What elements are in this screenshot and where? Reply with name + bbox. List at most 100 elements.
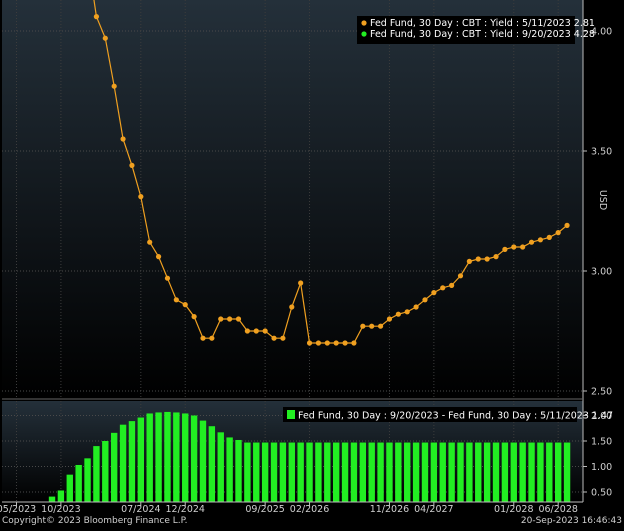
diff-bar	[279, 442, 287, 502]
series-0-point	[475, 256, 481, 262]
diff-bar	[128, 421, 136, 502]
series-0-point	[209, 335, 215, 341]
legend-label-0: Fed Fund, 30 Day : CBT : Yield : 5/11/20…	[370, 18, 595, 29]
diff-bar	[368, 442, 375, 502]
diff-bar	[483, 442, 491, 502]
series-0-point	[155, 254, 162, 260]
diff-bar	[457, 442, 464, 502]
xtick-label: 06/2028	[538, 504, 577, 515]
series-0-point	[555, 230, 561, 236]
diff-bar	[217, 432, 224, 502]
series-0-point	[182, 302, 188, 308]
top-ytick-label: 4.00	[591, 27, 612, 38]
diff-bar	[208, 426, 216, 502]
diff-bar	[235, 439, 242, 502]
diff-bar	[395, 442, 402, 502]
legend-marker-bar	[287, 410, 295, 419]
series-0-point	[271, 335, 277, 341]
series-0-point	[164, 275, 171, 281]
diff-bar	[537, 442, 544, 502]
series-0-point	[147, 239, 153, 245]
diff-bar	[324, 442, 331, 502]
series-0-point	[413, 304, 419, 310]
diff-bar	[554, 442, 562, 502]
series-0-point	[289, 304, 295, 310]
diff-bar	[386, 442, 393, 502]
diff-bar	[66, 474, 73, 502]
footer: Copyright© 2023 Bloomberg Finance L.P. 2…	[2, 516, 622, 526]
series-0-point	[244, 328, 250, 334]
series-0-point	[218, 316, 224, 322]
series-0-point	[298, 280, 304, 286]
diff-bar	[519, 442, 526, 502]
series-0-point	[386, 316, 393, 322]
series-0-point	[484, 256, 490, 262]
series-0-point	[324, 340, 330, 346]
diff-bar	[350, 442, 358, 502]
diff-bar	[510, 442, 517, 502]
top-panel-bg	[2, 0, 583, 398]
diff-bar	[341, 442, 349, 502]
bottom-ytick-label: 1.50	[591, 437, 612, 448]
series-0-point	[528, 239, 535, 245]
xtick-label: 11/2026	[370, 504, 409, 515]
series-0-point	[564, 222, 570, 228]
top-panel-series	[93, 0, 570, 346]
diff-bar	[475, 442, 482, 502]
series-0-point	[173, 297, 179, 303]
legend-marker-0	[361, 20, 367, 26]
diff-bar	[332, 442, 340, 502]
diff-bar	[421, 442, 429, 502]
bottom-ytick-label: 1.00	[591, 462, 612, 473]
series-0-point	[262, 328, 268, 334]
series-0-point	[511, 244, 517, 250]
diff-bar	[430, 442, 438, 502]
timestamp-text: 20-Sep-2023 16:46:43	[521, 516, 622, 526]
diff-bar	[412, 442, 420, 502]
diff-bar	[226, 437, 233, 502]
series-0-point	[546, 234, 552, 240]
xtick-label: 04/2027	[414, 504, 453, 515]
diff-bar	[57, 490, 65, 502]
series-0-point	[502, 246, 508, 252]
series-0-point	[235, 316, 242, 322]
diff-bar	[93, 446, 100, 502]
axes: 2.503.003.504.004.505.005.500.501.001.50…	[0, 0, 612, 515]
series-0-point	[138, 194, 144, 200]
series-0-point	[102, 35, 108, 41]
top-legend-box	[357, 16, 575, 44]
series-0-point	[306, 340, 313, 346]
diff-bar	[439, 442, 446, 502]
series-0-point	[200, 335, 206, 341]
diff-bar	[261, 442, 269, 502]
legend-label-1: Fed Fund, 30 Day : CBT : Yield : 9/20/20…	[370, 29, 595, 40]
diff-bar	[164, 411, 171, 502]
diff-bar	[173, 412, 180, 502]
series-0-point	[520, 244, 526, 250]
top-ytick-label: 2.50	[591, 387, 612, 398]
diff-bar	[84, 458, 91, 502]
diff-bar	[306, 442, 313, 502]
series-0-point	[493, 254, 499, 260]
series-0-point	[280, 335, 286, 341]
diff-bar	[244, 442, 251, 502]
copyright-text: Copyright© 2023 Bloomberg Finance L.P.	[2, 516, 187, 526]
diff-bar	[288, 442, 295, 502]
xtick-label: 01/2028	[494, 504, 533, 515]
bottom-ytick-label: 0.50	[591, 488, 612, 499]
series-0-point	[333, 340, 339, 346]
diff-bar	[75, 464, 82, 502]
series-0-point	[537, 237, 544, 243]
diff-bar	[48, 496, 56, 502]
xtick-label: 09/2025	[245, 504, 284, 515]
legend-marker-1	[361, 31, 367, 37]
diff-bar	[297, 442, 304, 502]
series-0-point	[395, 311, 401, 317]
top-panel-grid	[2, 0, 583, 398]
series-0-point	[466, 258, 472, 264]
series-0-point	[129, 162, 135, 168]
diff-bar	[492, 442, 500, 502]
diff-bar	[182, 413, 189, 502]
series-0-point	[315, 340, 322, 346]
